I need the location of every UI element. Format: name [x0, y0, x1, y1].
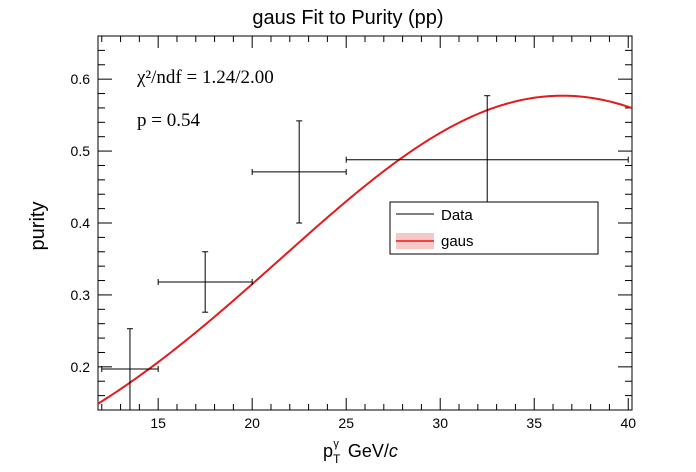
y-axis-label: purity [27, 202, 49, 251]
x-tick-label: 25 [338, 415, 354, 431]
legend: Data gaus [389, 201, 599, 255]
chart-title: gaus Fit to Purity (pp) [252, 7, 443, 29]
data-point [101, 328, 159, 410]
y-tick-label: 0.2 [71, 359, 91, 375]
y-tick-label: 0.3 [71, 287, 91, 303]
p-value-label: p = 0.54 [137, 110, 200, 131]
x-tick-label: 20 [244, 415, 260, 431]
x-tick-label: 35 [526, 415, 542, 431]
chi2-label: χ²/ndf = 1.24/2.00 [136, 67, 274, 88]
legend-data-label: Data [441, 207, 473, 224]
y-tick-label: 0.6 [71, 71, 91, 87]
data-point [251, 120, 347, 224]
svg-text:pTγ GeV/c: pTγ GeV/c [323, 438, 398, 466]
y-tick-label: 0.4 [71, 215, 91, 231]
x-tick-label: 15 [150, 415, 166, 431]
x-axis-label: pTγ GeV/c [323, 438, 398, 466]
data-point [157, 251, 253, 313]
gaus-fit-curve [97, 94, 633, 405]
legend-gaus-label: gaus [441, 233, 474, 250]
x-tick-label: 30 [432, 415, 448, 431]
y-tick-label: 0.5 [71, 143, 91, 159]
x-tick-label: 40 [620, 415, 636, 431]
